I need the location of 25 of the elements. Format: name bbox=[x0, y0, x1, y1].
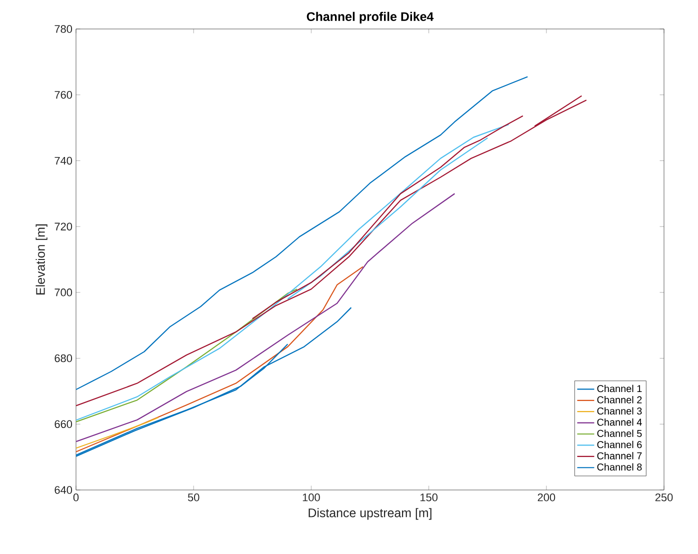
y-tick-label: 640 bbox=[54, 486, 72, 494]
legend-label: Channel 1 bbox=[597, 384, 642, 392]
x-tick-label: 200 bbox=[538, 494, 556, 502]
y-tick-label: 760 bbox=[54, 90, 72, 99]
legend-label: Channel 5 bbox=[597, 430, 642, 437]
legend-label: Channel 7 bbox=[597, 452, 642, 460]
x-tick-label: 100 bbox=[302, 494, 320, 502]
x-tick-label: 50 bbox=[188, 494, 200, 502]
x-axis-title: Distance upstream [m] bbox=[308, 508, 432, 520]
legend-label: Channel 8 bbox=[597, 463, 642, 471]
legend-label: Channel 6 bbox=[597, 440, 642, 448]
y-tick-label: 680 bbox=[54, 354, 72, 362]
legend-label: Channel 3 bbox=[597, 407, 642, 415]
x-tick-label: 250 bbox=[655, 494, 673, 502]
y-tick-label: 700 bbox=[54, 288, 72, 296]
chart-title: Channel profile Dike4 bbox=[306, 12, 434, 24]
legend-label: Channel 2 bbox=[597, 396, 642, 404]
y-tick-label: 780 bbox=[54, 25, 72, 33]
x-tick-label: 0 bbox=[73, 494, 79, 502]
y-tick-label: 740 bbox=[54, 156, 72, 165]
y-axis-title: Elevation [m] bbox=[36, 224, 48, 294]
y-tick-label: 720 bbox=[54, 222, 72, 230]
x-tick-label: 150 bbox=[420, 494, 438, 502]
legend-label: Channel 4 bbox=[597, 418, 642, 426]
y-tick-label: 660 bbox=[54, 420, 72, 428]
